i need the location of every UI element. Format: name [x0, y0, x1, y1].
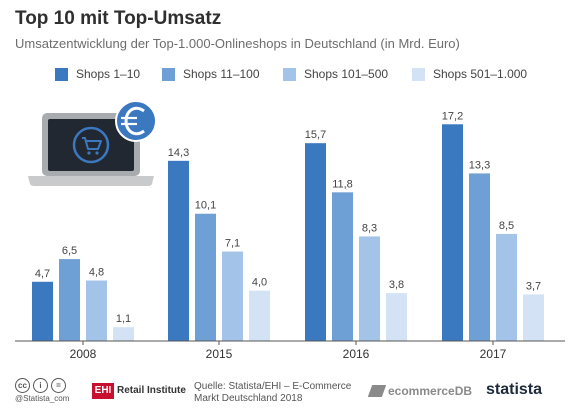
euro-symbol — [124, 106, 145, 136]
statista-handle: @Statista_com — [15, 394, 70, 403]
bar — [442, 124, 463, 341]
x-axis-tick-label: 2016 — [343, 347, 370, 361]
ecommercedb-logo-text: ecommerceDB — [388, 384, 473, 398]
footer: cc i = @Statista_com EHI Retail Institut… — [0, 372, 580, 413]
cart-wheel — [87, 151, 91, 155]
bar-value-label: 14,3 — [168, 147, 189, 159]
bar — [168, 160, 189, 341]
bar-value-label: 17,2 — [442, 110, 463, 122]
bar — [386, 293, 407, 341]
legend-label: Shops 11–100 — [183, 67, 260, 81]
legend-swatch — [283, 68, 296, 81]
bar-value-label: 10,1 — [195, 200, 216, 212]
cart-circle — [72, 126, 110, 164]
bar-value-label: 8,3 — [362, 222, 377, 234]
chart-title: Top 10 mit Top-Umsatz — [15, 8, 222, 29]
bar-value-label: 6,5 — [62, 245, 77, 257]
legend-swatch — [412, 68, 425, 81]
statista-logo: statista — [486, 381, 543, 398]
bar-value-label: 11,8 — [332, 178, 353, 190]
euro-coin-icon — [115, 100, 157, 142]
bar-chart: 4,7 6,5 4,8 1,1 14,3 10,1 7,1 4,0 15,7 11,8 8,3 3,8… — [15, 100, 565, 361]
bar-value-label: 1,1 — [116, 313, 131, 325]
bar — [59, 259, 80, 341]
laptop-screen — [48, 119, 134, 171]
shopping-cart-icon — [82, 137, 102, 150]
value-labels-group: 4,7 6,5 4,8 1,1 14,3 10,1 7,1 4,0 15,7 11,8 8,3 3,8… — [35, 110, 541, 325]
x-axis-tick-label: 2008 — [70, 347, 97, 361]
source-line-2: Markt Deutschland 2018 — [194, 393, 303, 404]
bar-value-label: 7,1 — [225, 238, 240, 250]
bars-group — [32, 124, 544, 341]
legend-label: Shops 101–500 — [304, 67, 389, 81]
chart-legend: Shops 1–10 Shops 11–100 Shops 101–500 Sh… — [0, 66, 580, 84]
bar-value-label: 3,7 — [526, 280, 541, 292]
legend-label: Shops 501–1.000 — [433, 67, 528, 81]
bar-value-label: 4,0 — [252, 277, 267, 289]
ehi-logo-text: Retail Institute — [117, 385, 186, 396]
bar — [32, 281, 53, 341]
nd-icon: = — [51, 378, 66, 393]
ehi-logo-box: EHI — [92, 383, 114, 399]
bar — [496, 233, 517, 341]
bar — [359, 236, 380, 341]
legend-swatch — [55, 68, 68, 81]
legend-label: Shops 1–10 — [76, 67, 141, 81]
ecommercedb-logo-mark — [367, 385, 387, 397]
x-axis-tick-label: 2015 — [206, 347, 233, 361]
cart-wheel — [95, 151, 99, 155]
bar — [305, 143, 326, 341]
bar-value-label: 13,3 — [469, 159, 490, 171]
laptop-base — [28, 176, 154, 186]
bar-value-label: 4,7 — [35, 268, 50, 280]
bar — [113, 327, 134, 341]
bar-value-label: 3,8 — [389, 279, 404, 291]
bar — [86, 280, 107, 341]
bar-value-label: 15,7 — [305, 129, 326, 141]
x-axis: 2008 2015 2016 2017 — [15, 340, 565, 361]
bar-value-label: 8,5 — [499, 220, 514, 232]
bar — [469, 173, 490, 341]
bar — [195, 213, 216, 341]
laptop-shopping-cart-euro-icon — [28, 100, 157, 186]
legend-swatch — [162, 68, 175, 81]
cc-icon: cc — [15, 378, 30, 393]
bar — [222, 251, 243, 341]
bar-value-label: 4,8 — [89, 267, 104, 279]
bar — [332, 192, 353, 341]
source-line-1: Quelle: Statista/EHI – E-Commerce — [194, 381, 352, 392]
source-text: Quelle: Statista/EHI – E-Commerce Markt … — [194, 381, 351, 405]
bar — [523, 294, 544, 341]
by-icon: i — [33, 378, 48, 393]
x-axis-tick-label: 2017 — [480, 347, 507, 361]
bar — [249, 290, 270, 341]
chart-subtitle: Umsatzentwicklung der Top-1.000-Onlinesh… — [15, 36, 460, 51]
